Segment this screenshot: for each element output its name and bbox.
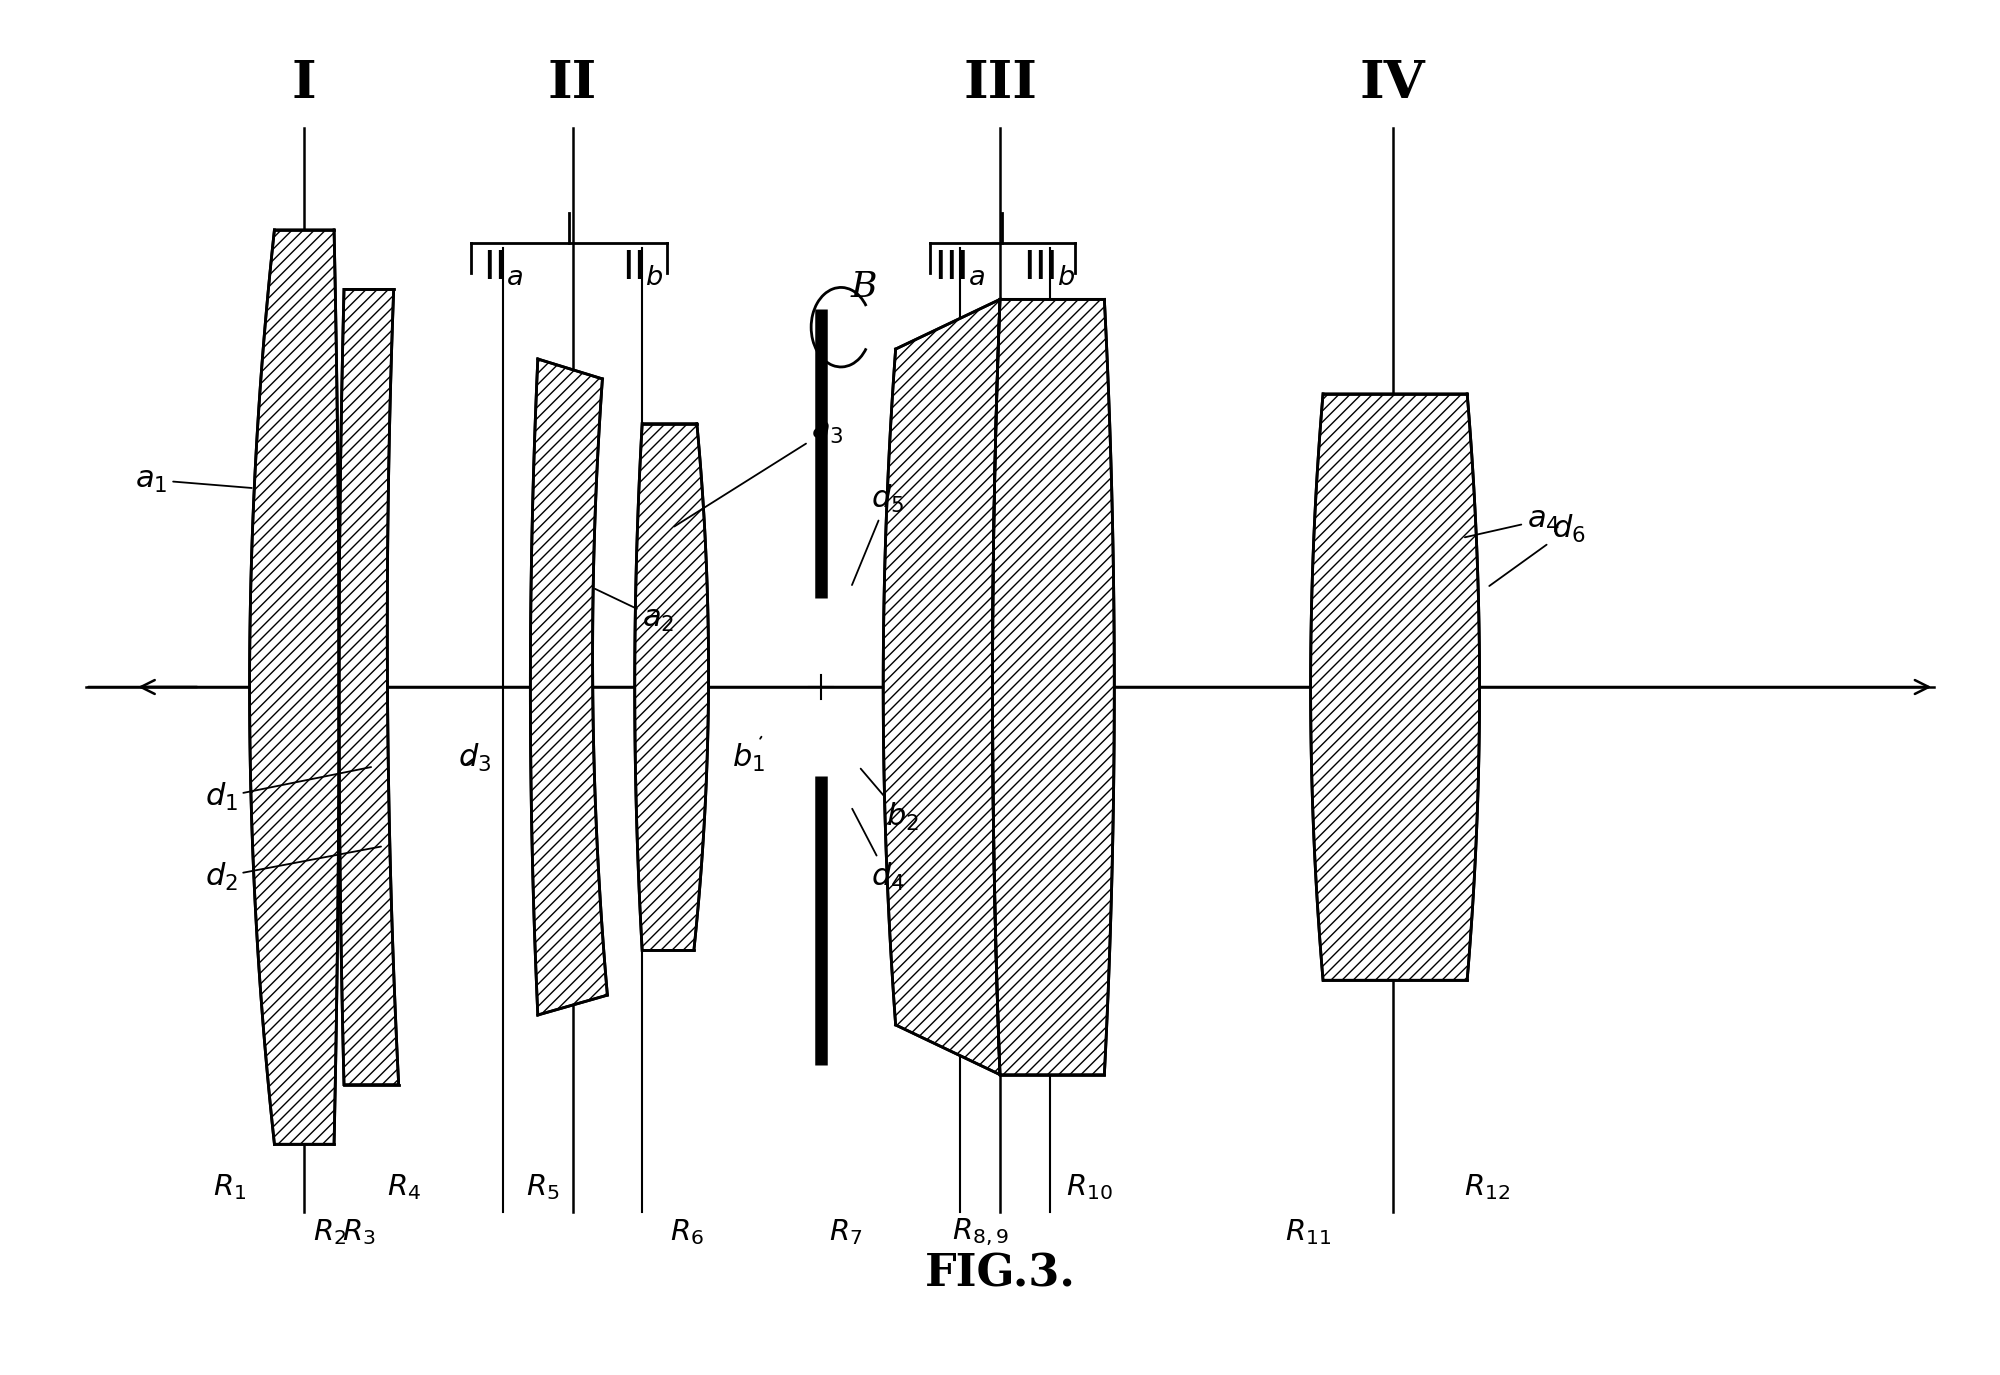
Text: $R_5$: $R_5$ xyxy=(526,1172,560,1202)
Text: B: B xyxy=(850,271,878,304)
Text: $\mathrm{III}_b$: $\mathrm{III}_b$ xyxy=(1024,249,1076,287)
Text: $\mathrm{II}_a$: $\mathrm{II}_a$ xyxy=(482,249,524,287)
Text: I: I xyxy=(292,58,316,109)
Text: II: II xyxy=(548,58,598,109)
Text: $d_4$: $d_4$ xyxy=(852,808,904,892)
Text: $R_1$: $R_1$ xyxy=(214,1172,246,1202)
Text: FIG.3.: FIG.3. xyxy=(924,1253,1076,1295)
Text: $d_5$: $d_5$ xyxy=(852,483,904,584)
Text: $\mathrm{II}_b$: $\mathrm{II}_b$ xyxy=(622,249,662,287)
Text: $R_{10}$: $R_{10}$ xyxy=(1066,1172,1112,1202)
Text: $R_3$: $R_3$ xyxy=(342,1217,376,1247)
Text: $d_6$: $d_6$ xyxy=(1490,513,1586,586)
Polygon shape xyxy=(992,300,1114,1075)
Polygon shape xyxy=(250,230,340,1144)
Polygon shape xyxy=(634,424,708,950)
Polygon shape xyxy=(340,289,398,1085)
Text: $d_1$: $d_1$ xyxy=(204,767,372,814)
Text: III: III xyxy=(964,58,1036,109)
Text: $a_3$: $a_3$ xyxy=(674,415,844,527)
Polygon shape xyxy=(530,359,608,1015)
Polygon shape xyxy=(884,300,1000,1075)
Text: $\mathrm{III}_a$: $\mathrm{III}_a$ xyxy=(934,249,986,287)
Polygon shape xyxy=(1310,393,1480,980)
Text: $R_4$: $R_4$ xyxy=(386,1172,420,1202)
Text: $R_{11}$: $R_{11}$ xyxy=(1286,1217,1332,1247)
Text: $R_{8,9}$: $R_{8,9}$ xyxy=(952,1217,1008,1248)
Text: IV: IV xyxy=(1360,58,1426,109)
Text: $a_2$: $a_2$ xyxy=(594,588,674,634)
Text: $d_2$: $d_2$ xyxy=(204,847,382,892)
Text: $R_6$: $R_6$ xyxy=(670,1217,704,1247)
Text: $d_3$: $d_3$ xyxy=(458,741,492,774)
Text: $a_4$: $a_4$ xyxy=(1464,505,1560,538)
Text: $a_1$: $a_1$ xyxy=(136,465,252,495)
Text: $R_{12}$: $R_{12}$ xyxy=(1464,1172,1510,1202)
Text: $b_2$: $b_2$ xyxy=(860,769,918,833)
Text: $R_2$: $R_2$ xyxy=(312,1217,346,1247)
Text: $b_1$: $b_1$ xyxy=(732,737,764,774)
Text: $R_7$: $R_7$ xyxy=(830,1217,862,1247)
